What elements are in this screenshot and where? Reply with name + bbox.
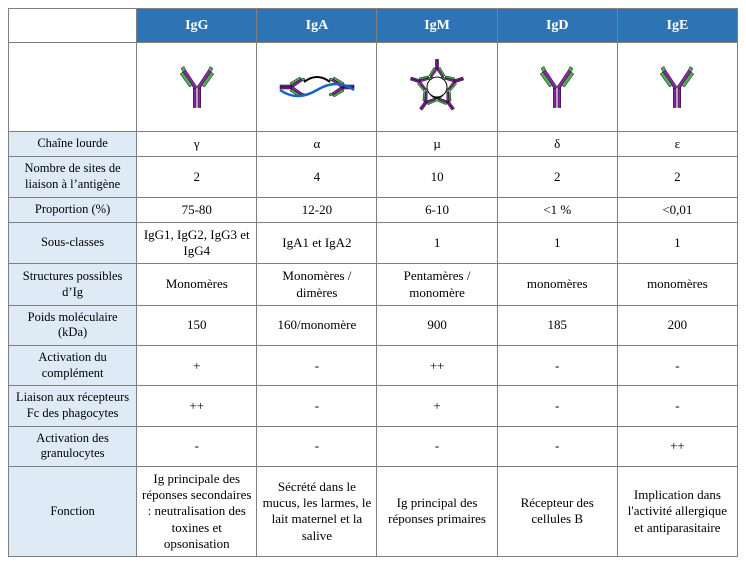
cell: 900 bbox=[377, 305, 497, 345]
row-label: Liaison aux récepteurs Fc des phagocytes bbox=[9, 386, 137, 426]
table-row: Activation des granulocytes----++ bbox=[9, 426, 738, 466]
cell: + bbox=[137, 346, 257, 386]
row-label: Poids moléculaire (kDa) bbox=[9, 305, 137, 345]
cell: <1 % bbox=[497, 197, 617, 222]
cell: - bbox=[497, 386, 617, 426]
cell: + bbox=[377, 386, 497, 426]
col-head-igd: IgD bbox=[497, 9, 617, 43]
cell: 1 bbox=[497, 222, 617, 264]
cell: 185 bbox=[497, 305, 617, 345]
cell: 150 bbox=[137, 305, 257, 345]
row-label: Activation des granulocytes bbox=[9, 426, 137, 466]
cell: <0,01 bbox=[617, 197, 737, 222]
cell: - bbox=[617, 386, 737, 426]
cell: - bbox=[257, 346, 377, 386]
cell: Ig principale des réponses secondaires :… bbox=[137, 466, 257, 556]
table-row: Nombre de sites de liaison à l’antigène2… bbox=[9, 157, 738, 197]
cell: 4 bbox=[257, 157, 377, 197]
table-row: Activation du complément+-++-- bbox=[9, 346, 738, 386]
visual-ige bbox=[617, 43, 737, 132]
cell: Pentamères / monomère bbox=[377, 264, 497, 306]
cell: 160/monomère bbox=[257, 305, 377, 345]
cell: 2 bbox=[497, 157, 617, 197]
cell: - bbox=[497, 426, 617, 466]
cell: 12-20 bbox=[257, 197, 377, 222]
col-head-ige: IgE bbox=[617, 9, 737, 43]
cell: - bbox=[257, 386, 377, 426]
visual-igg bbox=[137, 43, 257, 132]
corner-cell bbox=[9, 9, 137, 43]
antibody-dimer-icon bbox=[262, 62, 372, 112]
table-row: FonctionIg principale des réponses secon… bbox=[9, 466, 738, 556]
cell: monomères bbox=[617, 264, 737, 306]
cell: - bbox=[377, 426, 497, 466]
cell: ++ bbox=[137, 386, 257, 426]
cell: - bbox=[497, 346, 617, 386]
cell: IgG1, IgG2, IgG3 et IgG4 bbox=[137, 222, 257, 264]
cell: monomères bbox=[497, 264, 617, 306]
cell: 200 bbox=[617, 305, 737, 345]
corner-cell-2 bbox=[9, 43, 137, 132]
immunoglobulin-table: IgG IgA IgM IgD IgE bbox=[8, 8, 738, 557]
visual-igd bbox=[497, 43, 617, 132]
cell: Récepteur des cellules B bbox=[497, 466, 617, 556]
table-row: Structures possibles d’IgMonomèresMonomè… bbox=[9, 264, 738, 306]
cell: Monomères / dimères bbox=[257, 264, 377, 306]
cell: - bbox=[617, 346, 737, 386]
cell: Monomères bbox=[137, 264, 257, 306]
table-row: Liaison aux récepteurs Fc des phagocytes… bbox=[9, 386, 738, 426]
cell: ε bbox=[617, 132, 737, 157]
cell: δ bbox=[497, 132, 617, 157]
table-row: Poids moléculaire (kDa)150160/monomère90… bbox=[9, 305, 738, 345]
col-head-igg: IgG bbox=[137, 9, 257, 43]
visual-row bbox=[9, 43, 738, 132]
cell: α bbox=[257, 132, 377, 157]
cell: 6-10 bbox=[377, 197, 497, 222]
cell: µ bbox=[377, 132, 497, 157]
col-head-iga: IgA bbox=[257, 9, 377, 43]
cell: IgA1 et IgA2 bbox=[257, 222, 377, 264]
antibody-pentamer-icon bbox=[397, 47, 477, 127]
cell: Implication dans l'activité allergique e… bbox=[617, 466, 737, 556]
header-row: IgG IgA IgM IgD IgE bbox=[9, 9, 738, 43]
row-label: Fonction bbox=[9, 466, 137, 556]
cell: Ig principal des réponses primaires bbox=[377, 466, 497, 556]
cell: 1 bbox=[377, 222, 497, 264]
cell: ++ bbox=[377, 346, 497, 386]
antibody-monomer-icon bbox=[169, 59, 225, 115]
row-label: Proportion (%) bbox=[9, 197, 137, 222]
table-row: Sous-classesIgG1, IgG2, IgG3 et IgG4IgA1… bbox=[9, 222, 738, 264]
cell: 1 bbox=[617, 222, 737, 264]
table-row: Chaîne lourdeγαµδε bbox=[9, 132, 738, 157]
table-row: Proportion (%)75-8012-206-10<1 %<0,01 bbox=[9, 197, 738, 222]
visual-iga bbox=[257, 43, 377, 132]
cell: 10 bbox=[377, 157, 497, 197]
cell: 2 bbox=[137, 157, 257, 197]
visual-igm bbox=[377, 43, 497, 132]
antibody-monomer-icon bbox=[649, 59, 705, 115]
cell: - bbox=[257, 426, 377, 466]
cell: 2 bbox=[617, 157, 737, 197]
row-label: Chaîne lourde bbox=[9, 132, 137, 157]
row-label: Nombre de sites de liaison à l’antigène bbox=[9, 157, 137, 197]
col-head-igm: IgM bbox=[377, 9, 497, 43]
antibody-monomer-icon bbox=[529, 59, 585, 115]
cell: 75-80 bbox=[137, 197, 257, 222]
row-label: Activation du complément bbox=[9, 346, 137, 386]
row-label: Sous-classes bbox=[9, 222, 137, 264]
cell: - bbox=[137, 426, 257, 466]
row-label: Structures possibles d’Ig bbox=[9, 264, 137, 306]
cell: Sécrété dans le mucus, les larmes, le la… bbox=[257, 466, 377, 556]
cell: ++ bbox=[617, 426, 737, 466]
cell: γ bbox=[137, 132, 257, 157]
